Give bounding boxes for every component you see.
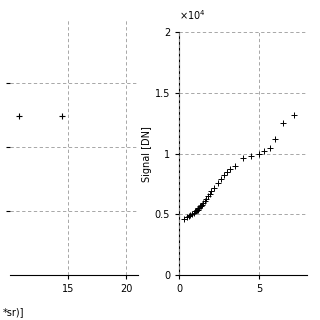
- Point: [281, 121, 286, 126]
- Point: [16, 114, 21, 119]
- Point: [233, 163, 238, 168]
- Point: [181, 217, 187, 222]
- Point: [193, 209, 198, 214]
- Point: [202, 198, 207, 204]
- Point: [186, 214, 191, 219]
- Point: [191, 210, 196, 215]
- Point: [241, 156, 246, 161]
- Point: [189, 211, 195, 216]
- Point: [204, 196, 209, 201]
- Text: *sr)]: *sr)]: [3, 307, 25, 317]
- Point: [228, 167, 233, 172]
- Point: [257, 151, 262, 156]
- Y-axis label: Signal [DN]: Signal [DN]: [142, 126, 152, 181]
- Point: [60, 114, 65, 119]
- Point: [194, 208, 199, 213]
- Point: [221, 173, 227, 178]
- Point: [185, 215, 190, 220]
- Point: [212, 185, 217, 190]
- Point: [205, 194, 211, 199]
- Point: [188, 212, 193, 218]
- Point: [225, 169, 230, 174]
- Point: [249, 154, 254, 159]
- Point: [196, 206, 201, 211]
- Point: [261, 148, 267, 154]
- Point: [209, 189, 214, 194]
- Point: [273, 136, 278, 141]
- Text: $\times 10^4$: $\times 10^4$: [179, 8, 206, 22]
- Point: [207, 191, 212, 196]
- Point: [196, 205, 202, 210]
- Point: [201, 201, 206, 206]
- Point: [199, 202, 204, 207]
- Point: [195, 207, 200, 212]
- Point: [215, 180, 220, 185]
- Point: [218, 177, 223, 182]
- Point: [197, 204, 203, 209]
- Point: [198, 203, 204, 208]
- Point: [194, 208, 199, 213]
- Point: [292, 112, 297, 117]
- Point: [268, 145, 273, 150]
